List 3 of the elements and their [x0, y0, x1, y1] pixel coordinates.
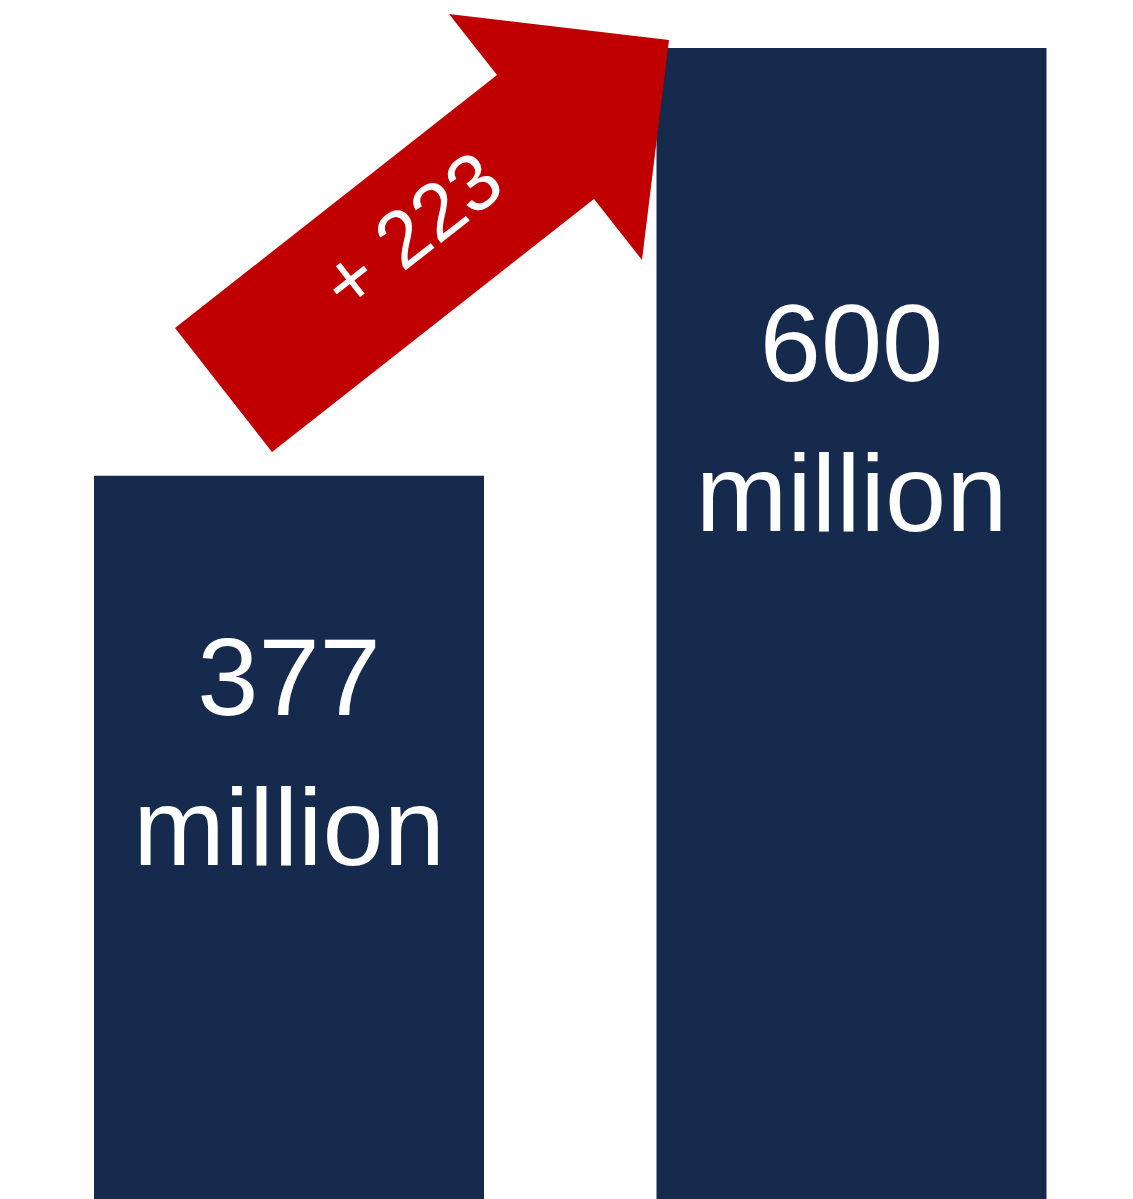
- data-label: 377 million: [133, 614, 445, 888]
- data-label: 600 million: [695, 281, 1008, 555]
- annotation: + 223: [303, 133, 519, 329]
